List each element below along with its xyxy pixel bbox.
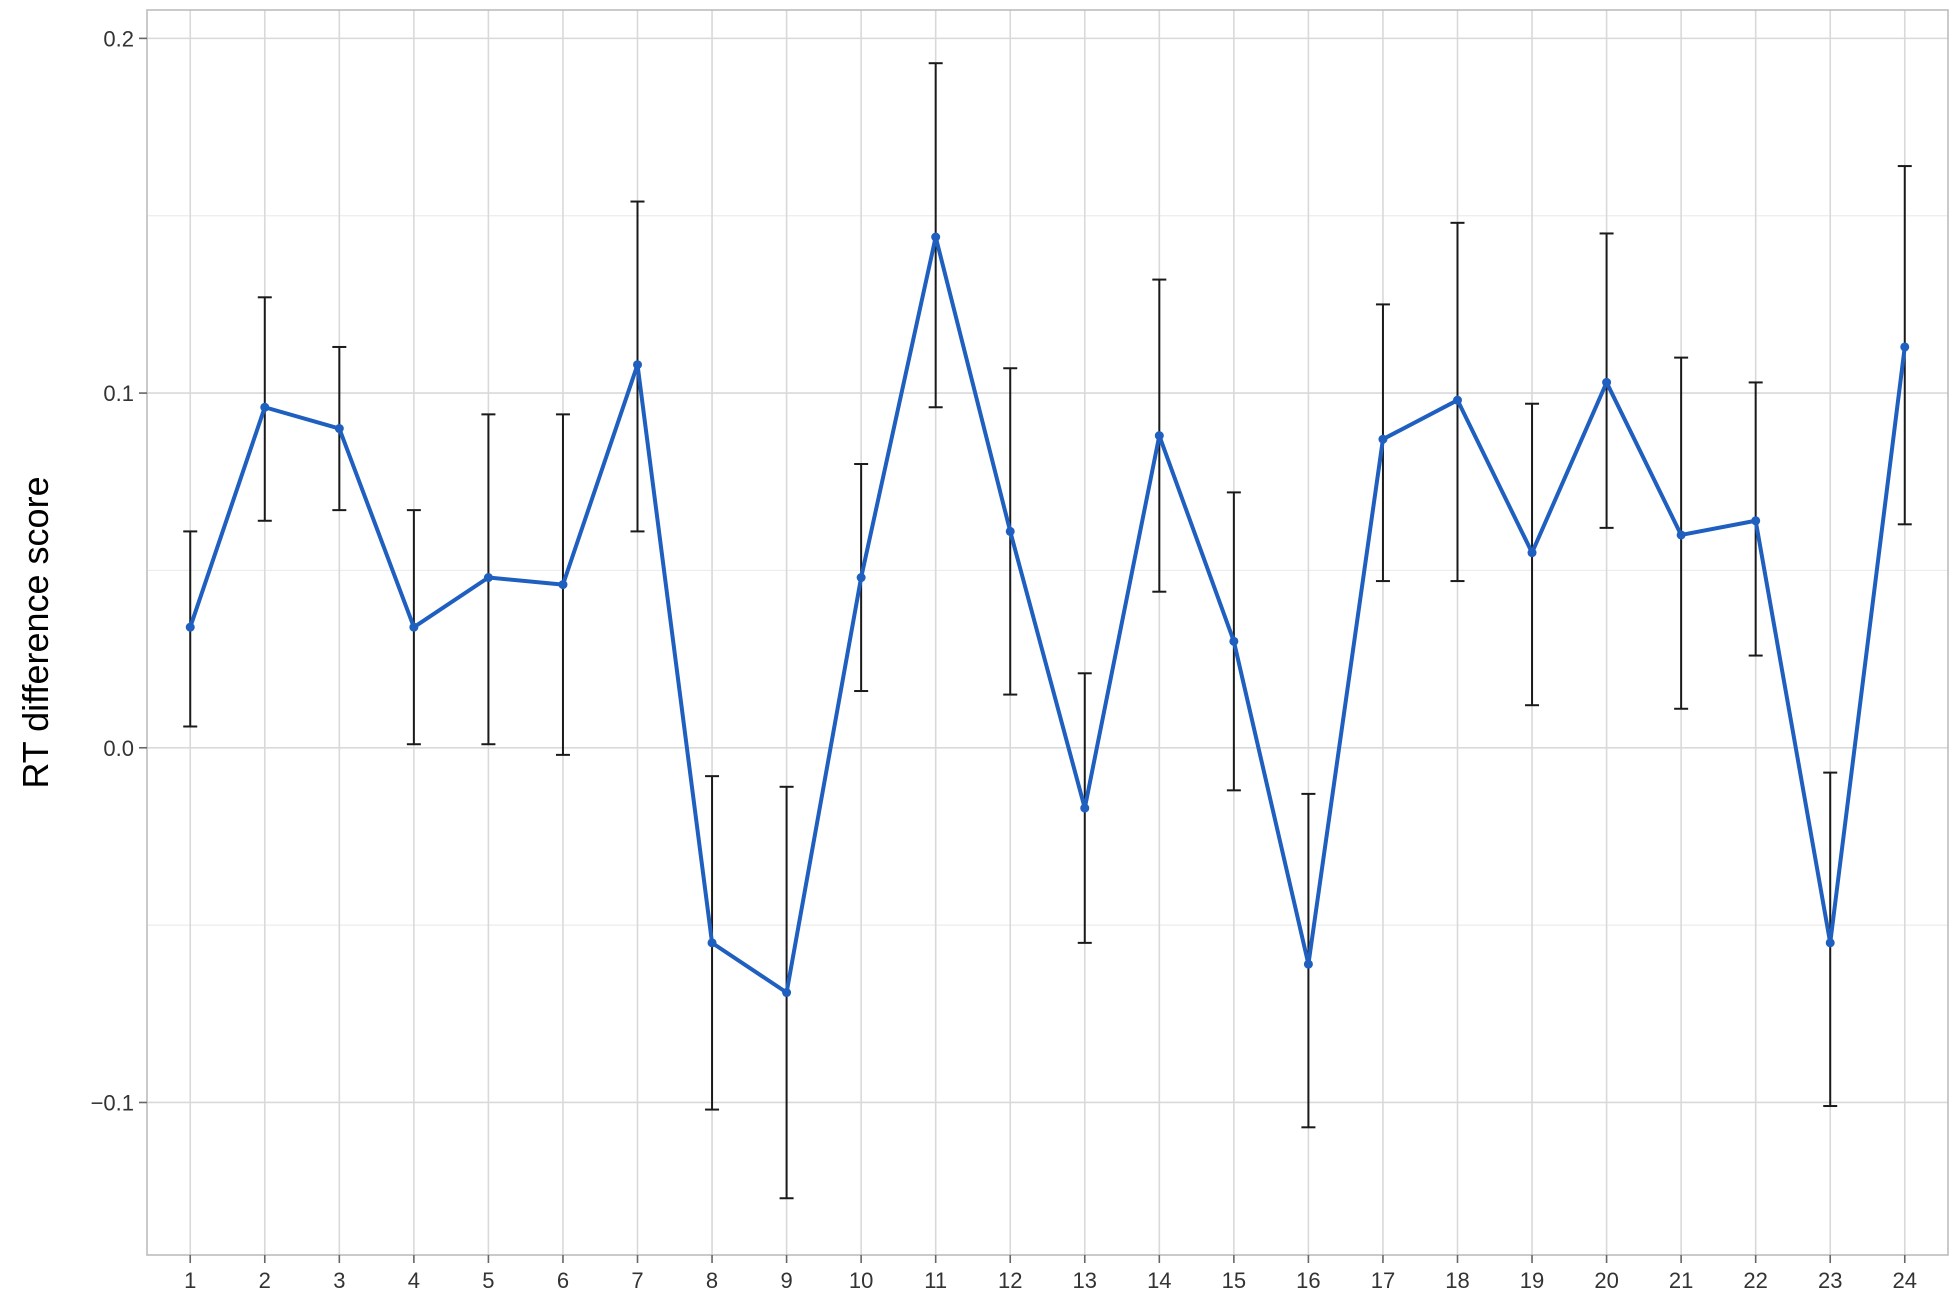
data-point: [1154, 431, 1164, 441]
data-point: [633, 360, 643, 370]
y-tick-label: −0.1: [91, 1090, 134, 1115]
data-point: [185, 622, 195, 632]
data-point: [1452, 395, 1462, 405]
data-point: [558, 580, 568, 590]
x-tick-label: 6: [557, 1268, 569, 1293]
x-tick-label: 17: [1371, 1268, 1395, 1293]
x-tick-label: 5: [482, 1268, 494, 1293]
x-tick-label: 4: [408, 1268, 420, 1293]
x-tick-label: 9: [780, 1268, 792, 1293]
data-point: [1825, 938, 1835, 948]
series-line: [188, 235, 1907, 995]
data-point: [1527, 548, 1537, 558]
data-point: [260, 402, 270, 412]
x-tick-label: 14: [1147, 1268, 1171, 1293]
x-tick-label: 12: [998, 1268, 1022, 1293]
y-tick-label: 0.1: [103, 381, 134, 406]
x-tick-label: 10: [849, 1268, 873, 1293]
x-tick-label: 20: [1594, 1268, 1618, 1293]
x-tick-label: 24: [1893, 1268, 1917, 1293]
data-point: [856, 573, 866, 583]
y-tick-label: 0.0: [103, 736, 134, 761]
grid-lines: [147, 10, 1948, 1255]
x-tick-label: 23: [1818, 1268, 1842, 1293]
data-point: [931, 232, 941, 242]
x-tick-label: 18: [1445, 1268, 1469, 1293]
y-tick-label: 0.2: [103, 26, 134, 51]
data-point: [782, 988, 792, 998]
data-point: [1378, 434, 1388, 444]
x-tick-label: 11: [924, 1268, 947, 1293]
x-tick-label: 16: [1296, 1268, 1320, 1293]
data-point: [1229, 636, 1239, 646]
x-tick-label: 21: [1669, 1268, 1693, 1293]
x-tick-label: 2: [259, 1268, 271, 1293]
y-axis-title: RT difference score: [15, 476, 56, 788]
data-point: [1005, 526, 1015, 536]
x-tick-label: 8: [706, 1268, 718, 1293]
error-bars: [183, 62, 1912, 1200]
data-point: [1303, 959, 1313, 969]
data-point: [483, 573, 493, 583]
x-tick-label: 1: [184, 1268, 196, 1293]
axis-ticks: −0.10.00.10.21 2 3 4 5 6 7 8 9 10 11 12 13 14 15 16 17 18…: [91, 26, 1917, 1293]
data-point: [1900, 342, 1910, 352]
x-tick-label: 13: [1073, 1268, 1097, 1293]
x-tick-label: 19: [1520, 1268, 1544, 1293]
plot-panel-border: [146, 9, 1949, 1256]
data-point: [1602, 377, 1612, 387]
x-tick-label: 7: [631, 1268, 643, 1293]
data-point: [1080, 803, 1090, 813]
x-tick-label: 15: [1222, 1268, 1246, 1293]
data-point: [409, 622, 419, 632]
x-tick-label: 22: [1743, 1268, 1767, 1293]
data-point: [707, 938, 717, 948]
data-point: [1676, 530, 1686, 540]
data-point: [1751, 516, 1761, 526]
data-series: [185, 232, 1910, 998]
data-point: [334, 424, 344, 434]
x-tick-label: 3: [333, 1268, 345, 1293]
